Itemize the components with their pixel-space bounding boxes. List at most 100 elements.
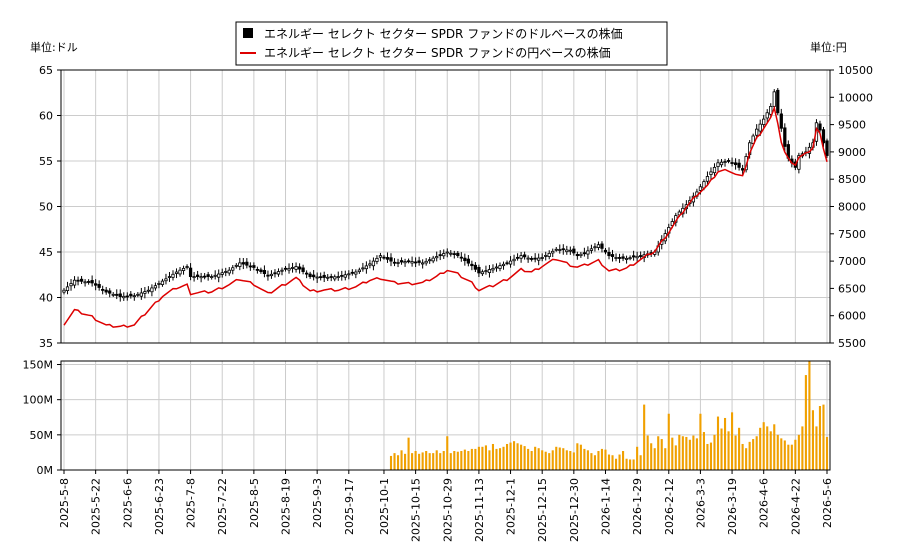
candle [403, 258, 407, 267]
volume-bar [741, 443, 744, 470]
right-tick-label: 9500 [838, 119, 866, 132]
candle-body-down [639, 255, 643, 257]
candle-body-down [470, 263, 474, 267]
volume-bar [766, 426, 769, 470]
candle [600, 241, 604, 253]
candle [343, 270, 347, 281]
candle [456, 251, 460, 258]
candle-body-up [143, 291, 147, 294]
volume-panel: 0M 50M 100M 150M [23, 359, 831, 477]
volume-bar [723, 417, 727, 470]
candle [167, 272, 172, 282]
candle [283, 266, 288, 272]
candle-body-up [712, 166, 717, 174]
candle-body-up [234, 264, 238, 267]
candle-body-up [65, 286, 70, 292]
candle [726, 158, 731, 164]
volume-bar [825, 436, 829, 470]
candle-body-down [438, 254, 442, 257]
candle-body-down [94, 283, 98, 286]
volume-bar [787, 444, 790, 470]
candle [280, 267, 284, 276]
candle-body-up [716, 162, 720, 168]
candle-body-up [136, 293, 140, 296]
volume-bar [636, 446, 639, 470]
legend-box [235, 21, 668, 66]
candle [628, 255, 632, 261]
date-tick-label: 2026-3-19 [726, 478, 739, 535]
candle [445, 248, 449, 258]
volume-bar [432, 453, 435, 470]
date-tick-label: 2025-10-15 [410, 478, 423, 542]
candle-body-up [164, 278, 168, 282]
volume-bar [692, 435, 695, 470]
volume-bar [576, 443, 579, 470]
candle [157, 280, 161, 289]
candle [146, 286, 151, 294]
candle [617, 253, 622, 263]
candle [301, 264, 305, 275]
price-plot-frame [60, 69, 831, 344]
candle [635, 251, 639, 263]
legend: エネルギー セレクト セクター SPDR ファンドのドルベースの株価 エネルギー… [235, 21, 668, 66]
candle [69, 278, 73, 291]
candle-body-down [245, 261, 249, 266]
candle-body-up [157, 282, 161, 285]
candle-body-down [266, 274, 270, 277]
candle-body-up [111, 293, 115, 296]
candle-body-up [596, 244, 601, 248]
volume-bar [516, 443, 519, 470]
date-tick-label: 2026-5-6 [821, 478, 834, 528]
candle [160, 278, 165, 287]
volume-bar [579, 444, 582, 470]
candle-body-down [108, 290, 112, 294]
candle [115, 289, 119, 300]
candle [178, 267, 182, 277]
candle-body-up [375, 257, 379, 262]
volume-bar [470, 448, 473, 470]
volume-plot-frame [60, 360, 831, 471]
left-axis-unit: 単位:ドル [30, 40, 78, 54]
candle-body-up [498, 265, 502, 269]
candle-body-down [125, 295, 129, 298]
candle-body-up [347, 273, 351, 276]
candle-body-down [737, 162, 741, 168]
date-tick-label: 2026-4-22 [789, 478, 802, 535]
candle-body-up [224, 271, 228, 273]
candle-body-down [241, 262, 245, 265]
candle [203, 273, 207, 280]
candle [779, 108, 783, 132]
candle-body-up [280, 269, 284, 272]
volume-tick-label: 0M [37, 464, 54, 477]
candle-body-down [530, 258, 534, 260]
volume-bar [404, 453, 407, 470]
volume-bar [790, 444, 793, 470]
volume-bar [495, 448, 498, 470]
candle-body-up [508, 260, 513, 265]
candle [733, 158, 738, 170]
candle [174, 268, 179, 279]
candle [452, 250, 456, 259]
volume-bar [797, 434, 800, 470]
candle-body-up [765, 112, 769, 119]
candle-body-down [522, 254, 527, 258]
volume-bar [453, 451, 456, 470]
candle-body-down [473, 264, 478, 270]
volume-bar [527, 448, 530, 470]
volume-bar [808, 361, 811, 470]
volume-bar [418, 453, 421, 470]
volume-bar [411, 453, 414, 470]
volume-bar [463, 449, 466, 470]
candle-body-up [62, 289, 66, 293]
volume-bar-series [389, 361, 829, 470]
right-axis-ticks: 5500 6000 6500 7000 7500 8000 8500 9000 9500 1000… [830, 64, 873, 350]
volume-bar [614, 458, 618, 470]
candle-body-down [631, 255, 636, 258]
jpy-price-line [63, 105, 828, 328]
right-tick-label: 8000 [838, 201, 866, 214]
legend-label-usd: エネルギー セレクト セクター SPDR ファンドのドルベースの株価 [264, 26, 623, 41]
candle [65, 281, 70, 295]
candle-body-up [501, 263, 506, 267]
candle-body-up [589, 248, 594, 251]
volume-bar [776, 434, 779, 470]
